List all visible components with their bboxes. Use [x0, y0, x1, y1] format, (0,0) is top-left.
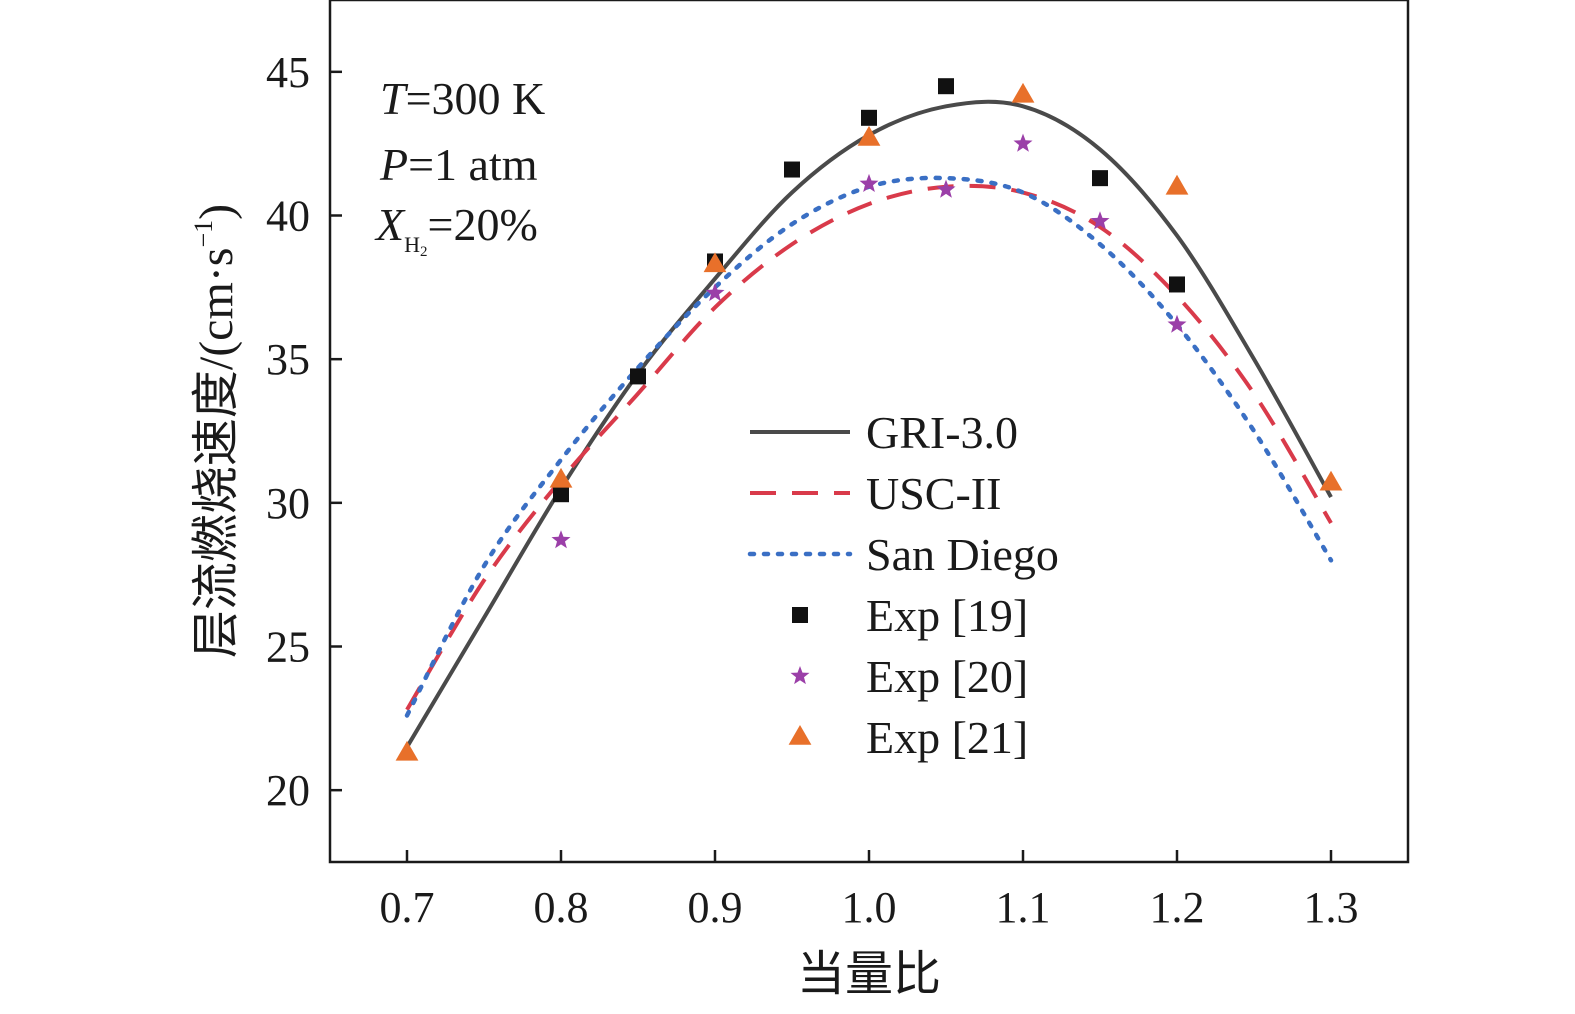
marker-exp-19: [784, 161, 800, 178]
condition-h2-fraction: XH2=20%: [374, 199, 538, 260]
legend-swatch-exp-20: [790, 666, 810, 685]
marker-exp-19: [1169, 276, 1185, 293]
series-line-gri-3-0: [405, 99, 1333, 749]
legend-label-usc-ii: USC-II: [866, 468, 1001, 519]
legend: GRI-3.0 USC-II San Diego Exp [19] Exp [20] Ex…: [747, 407, 1059, 763]
y-tick-labels: 20 25 30 35 40 45: [266, 48, 310, 815]
legend-label-san-diego: San Diego: [866, 529, 1059, 580]
y-tick-label: 20: [266, 766, 310, 815]
marker-exp-19: [1092, 170, 1108, 187]
marker-exp-21: [1165, 174, 1189, 195]
x-tick-label: 1.0: [842, 883, 897, 932]
axis-ticks: [330, 70, 1333, 862]
marker-exp-21: [857, 125, 881, 146]
condition-pressure: P=1 atm: [379, 139, 538, 190]
legend-swatch-exp-21: [788, 725, 812, 745]
x-tick-label: 0.7: [380, 883, 435, 932]
series-markers: [395, 78, 1343, 761]
marker-exp-20: [1090, 211, 1110, 230]
marker-exp-19: [630, 368, 646, 385]
condition-temperature: T=300 K: [380, 73, 545, 124]
legend-label-exp-21: Exp [21]: [866, 712, 1028, 763]
y-tick-label: 35: [266, 335, 310, 384]
marker-exp-20: [936, 179, 956, 198]
legend-label-gri-3-0: GRI-3.0: [866, 407, 1018, 458]
legend-label-exp-19: Exp [19]: [866, 590, 1028, 641]
x-tick-label: 1.3: [1304, 883, 1359, 932]
marker-exp-20: [859, 173, 879, 192]
x-tick-label: 0.9: [688, 883, 743, 932]
y-tick-label: 45: [266, 48, 310, 97]
y-tick-label: 30: [266, 479, 310, 528]
marker-exp-21: [1319, 470, 1343, 491]
marker-exp-20: [551, 530, 571, 549]
marker-exp-19: [938, 78, 954, 95]
marker-exp-21: [395, 740, 419, 761]
marker-exp-20: [1013, 133, 1033, 152]
y-tick-label: 40: [266, 192, 310, 241]
x-axis-title: 当量比: [797, 948, 941, 1001]
marker-exp-21: [1011, 82, 1035, 103]
legend-label-exp-20: Exp [20]: [866, 651, 1028, 702]
marker-exp-21: [703, 252, 727, 273]
x-tick-label: 1.1: [996, 883, 1051, 932]
x-tick-label: 0.8: [534, 883, 589, 932]
marker-exp-20: [705, 283, 725, 302]
y-tick-label: 25: [266, 623, 310, 672]
marker-exp-19: [861, 109, 877, 126]
series-line-usc-ii: [405, 183, 1333, 711]
marker-exp-20: [1167, 314, 1187, 333]
marker-exp-19: [553, 486, 569, 503]
marker-exp-21: [549, 467, 573, 488]
x-tick-labels: 0.7 0.8 0.9 1.0 1.1 1.2 1.3: [380, 883, 1359, 932]
legend-swatch-exp-19: [792, 607, 808, 623]
y-axis-title: 层流燃烧速度/(cm·s−1): [189, 204, 243, 658]
x-tick-label: 1.2: [1150, 883, 1205, 932]
